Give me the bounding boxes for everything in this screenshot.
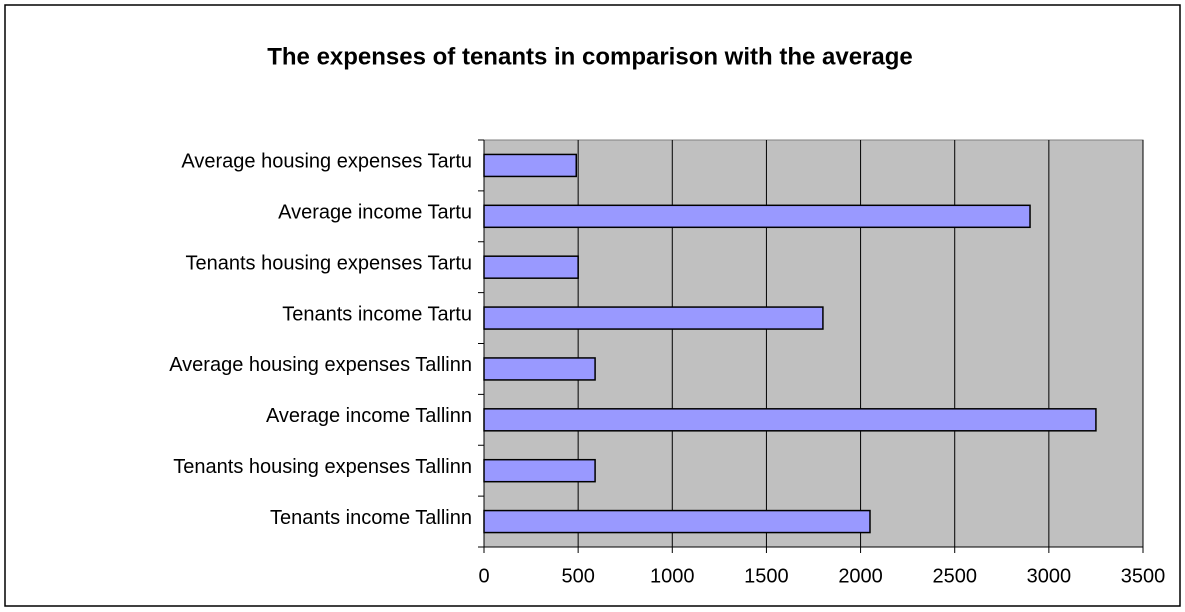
x-tick-label: 0 — [478, 565, 489, 587]
y-tick-label: Tenants income Tallinn — [270, 507, 472, 529]
bar — [483, 408, 1097, 432]
bar — [483, 458, 596, 483]
y-tick-label: Average housing expenses Tartu — [181, 151, 472, 173]
plot-area — [483, 139, 1144, 548]
x-tick-label: 1000 — [650, 565, 695, 587]
y-tick-label: Average housing expenses Tallinn — [169, 354, 472, 376]
bar — [483, 204, 1031, 229]
bar — [483, 153, 578, 178]
y-tick-label: Tenants housing expenses Tallinn — [173, 456, 472, 478]
y-tick-label: Tenants income Tartu — [282, 303, 472, 325]
y-tick-label: Average income Tartu — [278, 202, 472, 224]
x-tick-label: 1500 — [744, 565, 789, 587]
x-tick-label: 3000 — [1027, 565, 1072, 587]
bar — [483, 357, 596, 381]
x-tick-label: 3500 — [1121, 565, 1166, 587]
x-tick-label: 2500 — [932, 565, 977, 587]
y-tick-label: Average income Tallinn — [266, 405, 472, 427]
y-tick-label: Tenants housing expenses Tartu — [186, 252, 473, 274]
x-tick-label: 500 — [561, 565, 594, 587]
chart-title: The expenses of tenants in comparison wi… — [267, 43, 913, 70]
x-tick-label: 2000 — [838, 565, 883, 587]
bar — [483, 509, 871, 534]
bar — [483, 306, 824, 330]
bar — [483, 255, 579, 279]
